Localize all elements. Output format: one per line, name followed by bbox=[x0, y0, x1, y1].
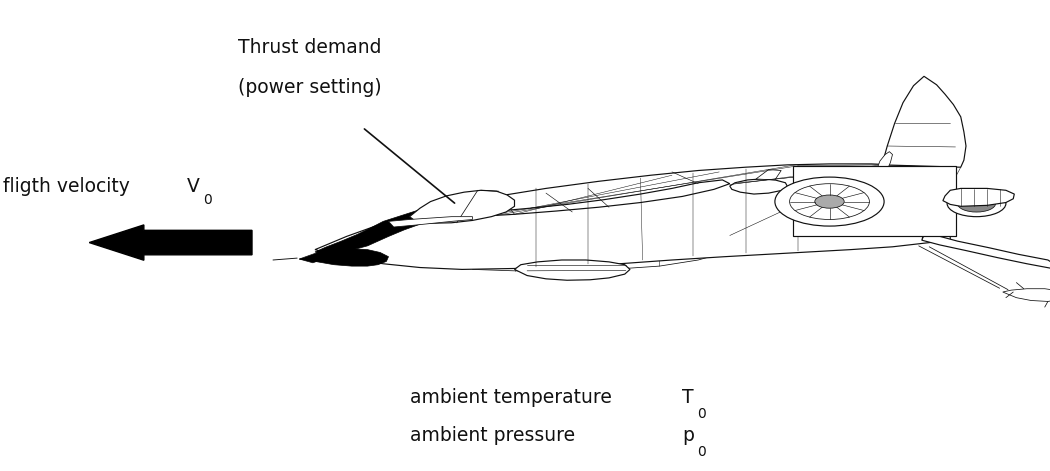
Text: fligth velocity: fligth velocity bbox=[3, 177, 130, 195]
Text: (power setting): (power setting) bbox=[238, 78, 381, 97]
Polygon shape bbox=[756, 170, 781, 180]
Polygon shape bbox=[943, 188, 1014, 206]
Text: 0: 0 bbox=[697, 407, 706, 422]
Text: ambient pressure: ambient pressure bbox=[410, 426, 574, 445]
Circle shape bbox=[958, 195, 995, 212]
Polygon shape bbox=[514, 260, 630, 280]
Polygon shape bbox=[299, 249, 388, 266]
Polygon shape bbox=[922, 232, 1050, 268]
Polygon shape bbox=[315, 164, 950, 269]
Polygon shape bbox=[315, 193, 499, 255]
Polygon shape bbox=[299, 223, 404, 263]
Polygon shape bbox=[472, 184, 735, 271]
Polygon shape bbox=[410, 190, 514, 223]
Polygon shape bbox=[1003, 289, 1050, 301]
Circle shape bbox=[815, 195, 844, 208]
Polygon shape bbox=[388, 217, 472, 227]
Text: Thrust demand: Thrust demand bbox=[238, 38, 381, 57]
FancyArrow shape bbox=[89, 225, 252, 260]
Circle shape bbox=[947, 190, 1006, 217]
Polygon shape bbox=[730, 179, 788, 194]
Text: ambient temperature: ambient temperature bbox=[410, 389, 611, 407]
Polygon shape bbox=[472, 180, 730, 217]
Polygon shape bbox=[882, 76, 966, 167]
Text: p: p bbox=[682, 426, 694, 445]
Text: V: V bbox=[187, 177, 200, 195]
Circle shape bbox=[775, 177, 884, 226]
Text: T: T bbox=[682, 389, 694, 407]
Polygon shape bbox=[793, 166, 956, 236]
Text: 0: 0 bbox=[203, 193, 211, 207]
Polygon shape bbox=[877, 152, 892, 170]
Text: 0: 0 bbox=[697, 445, 706, 459]
